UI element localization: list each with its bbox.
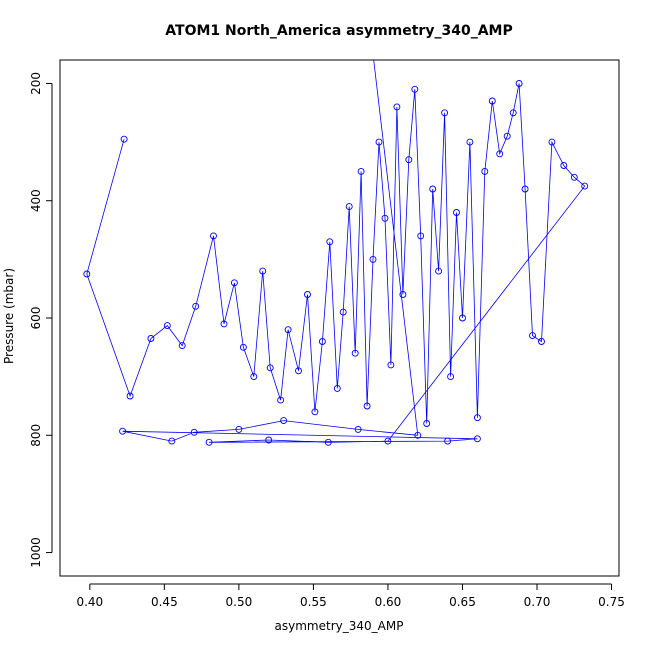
- data-point: [235, 425, 243, 433]
- data-point: [190, 428, 198, 436]
- data-point: [230, 279, 238, 287]
- data-point: [266, 364, 274, 372]
- data-point: [384, 437, 392, 445]
- data-point: [168, 437, 176, 445]
- y-tick-label: 1000: [29, 537, 43, 568]
- data-point: [459, 314, 466, 322]
- x-tick-label: 0.75: [598, 595, 625, 609]
- data-point: [473, 435, 481, 443]
- data-point: [192, 302, 200, 310]
- x-tick-label: 0.50: [226, 595, 253, 609]
- data-point: [239, 343, 247, 351]
- data-point: [473, 414, 481, 422]
- y-axis-label: Pressure (mbar): [2, 268, 16, 364]
- data-point: [205, 438, 213, 446]
- data-point: [280, 417, 288, 425]
- data-point: [163, 322, 171, 330]
- data-point: [363, 402, 371, 410]
- data-point: [259, 267, 267, 275]
- data-point: [444, 437, 452, 445]
- y-tick-label: 200: [29, 72, 43, 95]
- data-point: [345, 203, 353, 211]
- data-point: [496, 150, 504, 158]
- x-axis-label: asymmetry_340_AMP: [275, 619, 404, 633]
- series-line: [86, 60, 586, 443]
- data-point: [83, 270, 91, 278]
- data-point: [521, 185, 529, 193]
- y-tick-label: 400: [29, 189, 43, 212]
- data-point: [414, 431, 422, 439]
- data-point: [538, 338, 545, 345]
- plot-frame: [59, 59, 620, 577]
- data-point: [548, 138, 556, 146]
- data-point: [119, 427, 127, 435]
- data-point: [333, 384, 341, 392]
- data-point: [178, 342, 186, 350]
- data-point: [481, 167, 489, 175]
- data-point: [488, 97, 496, 105]
- data-point: [417, 232, 425, 240]
- data-point: [581, 182, 589, 190]
- y-axis: 200 400 600 800 1000: [29, 72, 53, 568]
- y-tick-label: 600: [29, 307, 43, 330]
- data-point: [354, 425, 362, 433]
- data-point: [324, 438, 332, 446]
- data-point: [503, 132, 511, 140]
- data-point: [509, 109, 517, 117]
- data-point: [441, 109, 449, 117]
- data-point: [147, 335, 155, 342]
- data-point: [339, 308, 347, 316]
- data-point: [447, 373, 455, 381]
- data-point: [277, 396, 285, 404]
- data-point: [304, 291, 311, 298]
- data-point: [311, 408, 319, 416]
- data-point: [423, 420, 431, 427]
- data-point: [220, 320, 228, 328]
- series-group: [83, 60, 589, 446]
- data-point: [210, 232, 217, 240]
- data-point: [411, 85, 419, 93]
- data-point: [250, 373, 258, 381]
- data-point: [529, 332, 536, 340]
- data-point: [466, 138, 474, 146]
- data-point: [387, 361, 395, 369]
- data-point: [120, 135, 128, 143]
- data-point: [453, 209, 460, 216]
- data-point: [381, 214, 389, 222]
- data-point: [560, 162, 568, 169]
- plot-area: [59, 59, 620, 577]
- x-axis: 0.40 0.45 0.50 0.55 0.60 0.65 0.70 0.75: [76, 583, 625, 609]
- x-tick-label: 0.55: [300, 595, 327, 609]
- x-tick-label: 0.60: [375, 595, 402, 609]
- data-point: [351, 349, 359, 357]
- x-tick-label: 0.40: [76, 595, 103, 609]
- data-point: [357, 167, 365, 175]
- x-tick-label: 0.70: [524, 595, 551, 609]
- data-point: [435, 267, 443, 275]
- data-point: [295, 367, 302, 375]
- y-tick-label: 800: [29, 424, 43, 447]
- chart-title: ATOM1 North_America asymmetry_340_AMP: [165, 23, 512, 39]
- x-tick-label: 0.65: [449, 595, 476, 609]
- data-point: [515, 80, 523, 87]
- data-point: [126, 392, 134, 400]
- data-point: [318, 338, 326, 345]
- x-tick-label: 0.45: [151, 595, 178, 609]
- data-point: [570, 173, 578, 181]
- data-point: [405, 156, 413, 164]
- data-point: [265, 436, 273, 444]
- data-point: [375, 138, 383, 146]
- data-point: [369, 255, 377, 263]
- data-point: [393, 103, 401, 111]
- data-point: [429, 185, 437, 193]
- data-point: [326, 238, 334, 246]
- data-point: [284, 326, 292, 334]
- data-point: [399, 291, 407, 298]
